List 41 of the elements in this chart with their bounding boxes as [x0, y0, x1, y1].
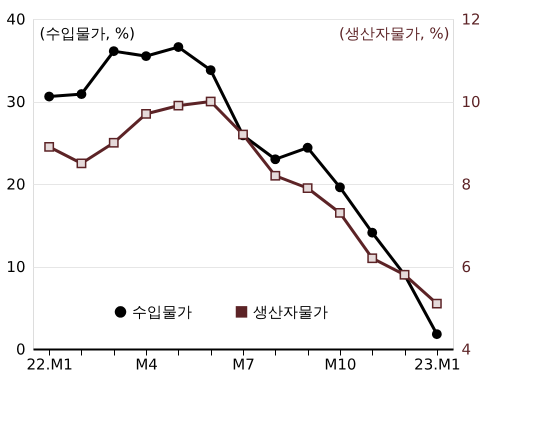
point — [141, 51, 152, 62]
point — [302, 183, 313, 194]
x-tick-label: 22.M1 — [26, 356, 73, 374]
y-tick-label: 30 — [6, 93, 26, 111]
y2-tick-label: 4 — [462, 340, 472, 358]
x-tick-label: M4 — [135, 356, 158, 374]
x-tick-label: M7 — [232, 356, 255, 374]
point — [206, 96, 216, 106]
y2-tick-label: 10 — [462, 93, 481, 111]
point — [108, 138, 119, 148]
point — [367, 253, 378, 264]
point — [108, 46, 119, 56]
y-tick-label: 10 — [6, 258, 26, 276]
y2-tick-label: 6 — [462, 258, 472, 276]
point — [302, 142, 313, 153]
point — [44, 142, 54, 152]
point — [432, 329, 442, 340]
y-tick-label: 0 — [16, 340, 26, 358]
point — [334, 208, 345, 218]
point — [141, 108, 152, 119]
point — [76, 89, 86, 99]
x-tick-label: 23.M1 — [414, 356, 461, 374]
y-tick-label: 40 — [6, 10, 26, 28]
point — [76, 158, 86, 168]
point — [206, 65, 216, 76]
legend-label: 생산자물가 — [253, 302, 328, 321]
point — [173, 100, 184, 111]
y2-tick-label: 12 — [462, 10, 481, 28]
point — [270, 154, 280, 164]
point — [432, 298, 442, 309]
point — [334, 182, 345, 192]
point — [367, 228, 378, 238]
x-tick-label: M10 — [324, 356, 356, 374]
point — [270, 170, 280, 181]
y-tick-label: 20 — [6, 176, 26, 194]
y2-axis-title: (생산자물가, %) — [339, 24, 450, 42]
point — [173, 42, 184, 52]
point — [44, 92, 54, 102]
y-axis-title: (수입물가, %) — [40, 24, 135, 42]
legend-label: 수입물가 — [132, 302, 192, 321]
y2-tick-label: 8 — [462, 176, 472, 194]
